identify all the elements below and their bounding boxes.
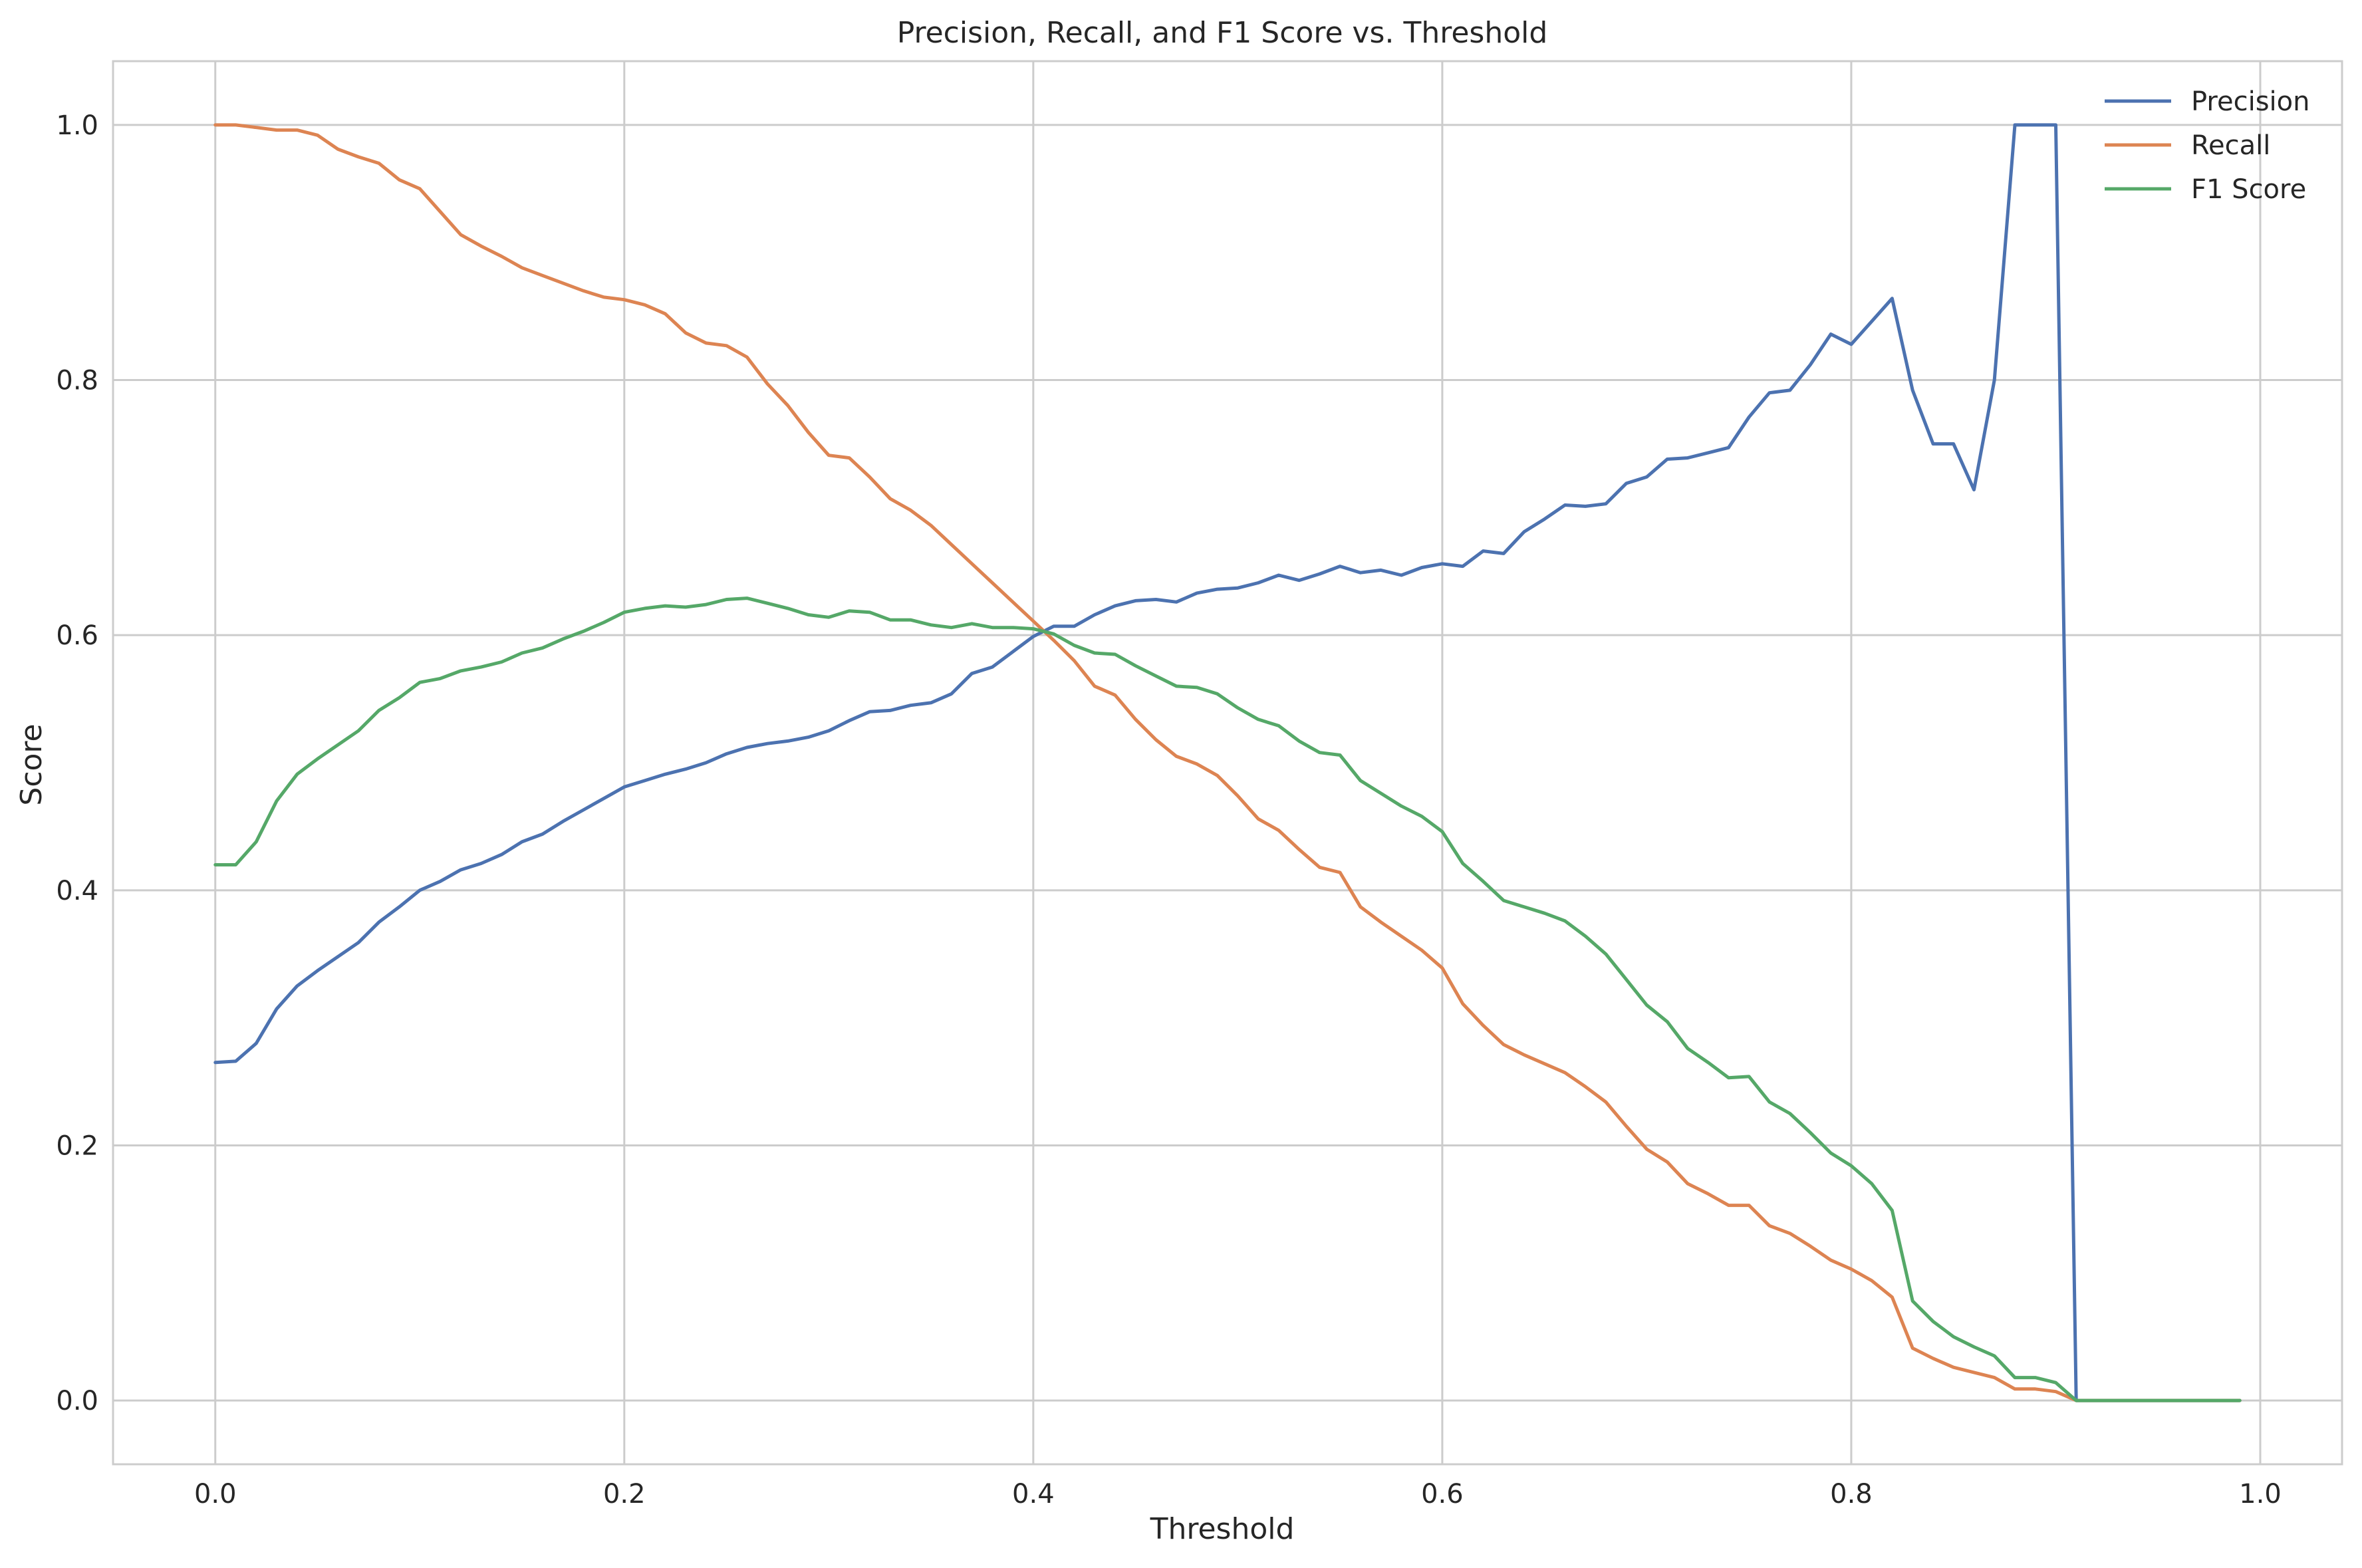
y-tick-labels: 0.0 0.2 0.4 0.6 0.8 1.0 [56, 110, 98, 1416]
x-tick-label: 1.0 [2239, 1479, 2282, 1509]
y-tick-label: 1.0 [56, 110, 98, 141]
x-tick-labels: 0.0 0.2 0.4 0.6 0.8 1.0 [194, 1479, 2282, 1509]
x-tick-label: 0.8 [1830, 1479, 1873, 1509]
series-line-f1-score [213, 596, 2242, 1402]
plot-frame [112, 60, 2343, 1466]
x-axis-label: Threshold [1150, 1512, 1295, 1546]
x-tick-label: 0.2 [603, 1479, 646, 1509]
series-lines [213, 123, 2242, 1402]
legend-label-recall: Recall [2191, 130, 2270, 161]
y-tick-label: 0.8 [56, 366, 98, 396]
y-tick-label: 0.6 [56, 620, 98, 651]
x-tick-label: 0.4 [1012, 1479, 1055, 1509]
x-tick-label: 0.6 [1421, 1479, 1464, 1509]
legend-label-f1-score: F1 Score [2191, 174, 2306, 205]
y-tick-label: 0.2 [56, 1130, 98, 1161]
grid [113, 61, 2342, 1464]
series-line-precision [213, 123, 2242, 1402]
y-axis-label: Score [15, 723, 49, 805]
series-line-recall [213, 123, 2242, 1402]
legend-label-precision: Precision [2191, 86, 2309, 117]
x-tick-label: 0.0 [194, 1479, 237, 1509]
y-tick-label: 0.4 [56, 876, 98, 906]
legend: Precision Recall F1 Score [2105, 86, 2309, 205]
chart-title: Precision, Recall, and F1 Score vs. Thre… [897, 16, 1548, 50]
y-tick-label: 0.0 [56, 1386, 98, 1416]
